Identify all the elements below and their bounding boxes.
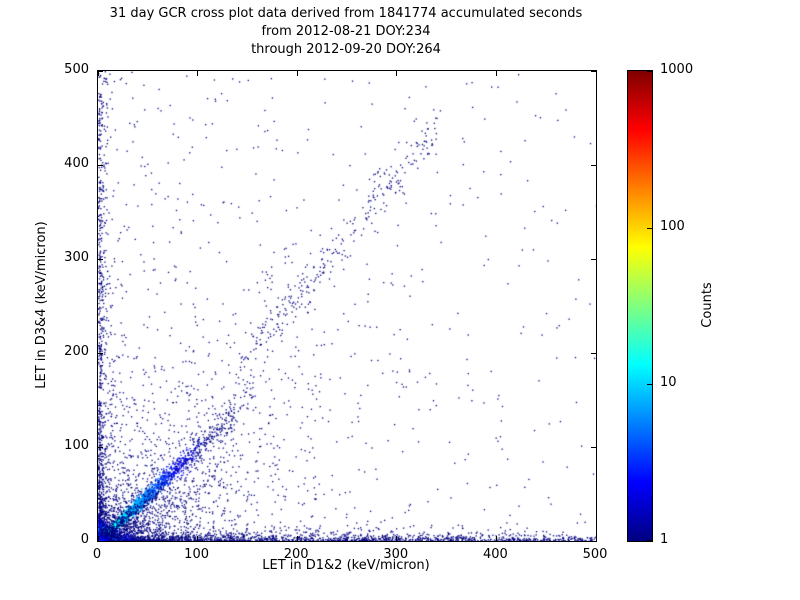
colorbar-tick-mark <box>647 540 652 541</box>
colorbar-tick-label: 1000 <box>660 62 694 77</box>
colorbar-tick-label: 100 <box>660 218 685 234</box>
y-tick-label: 300 <box>64 250 89 265</box>
x-tick-label: 200 <box>283 547 309 562</box>
x-axis-label: LET in D1&2 (keV/micron) <box>262 558 430 573</box>
x-tick-label: 300 <box>383 547 409 562</box>
y-tick-label: 400 <box>64 156 89 171</box>
x-tick-label: 400 <box>482 547 508 562</box>
y-tick-label: 500 <box>64 62 89 77</box>
x-tick-label: 0 <box>92 547 102 562</box>
y-tick-mark-right <box>591 164 596 166</box>
x-tick-mark <box>296 536 298 541</box>
y-tick-mark <box>98 352 103 354</box>
colorbar-label: Counts <box>700 282 715 328</box>
chart-subtitle-through: through 2012-09-20 DOY:264 <box>251 42 441 57</box>
y-tick-label: 200 <box>64 344 89 359</box>
y-tick-label: 100 <box>64 438 89 453</box>
x-tick-mark-top <box>595 71 597 76</box>
colorbar-gradient <box>628 71 652 541</box>
y-tick-mark <box>98 446 103 448</box>
colorbar-tick-mark <box>647 227 652 229</box>
chart-subtitle-from: from 2012-08-21 DOY:234 <box>261 24 431 39</box>
x-tick-label: 100 <box>184 547 209 562</box>
y-tick-mark-right <box>591 258 596 260</box>
colorbar-tick-label: 1 <box>660 532 669 547</box>
colorbar-tick-mark <box>647 384 652 386</box>
x-tick-mark-top <box>396 71 398 76</box>
chart-title: 31 day GCR cross plot data derived from … <box>109 6 583 21</box>
x-tick-mark <box>495 536 497 541</box>
colorbar-tick-mark <box>647 71 652 72</box>
y-tick-label: 0 <box>80 532 89 547</box>
x-tick-mark-top <box>197 71 199 76</box>
y-tick-mark-right <box>591 540 596 542</box>
y-tick-mark-right <box>591 446 596 448</box>
x-tick-mark-top <box>296 71 298 76</box>
y-axis-label: LET in D3&4 (keV/micron) <box>34 221 49 389</box>
x-tick-mark <box>197 536 199 541</box>
y-tick-mark <box>98 164 103 166</box>
y-tick-mark <box>98 258 103 260</box>
y-tick-mark <box>98 540 103 542</box>
x-tick-mark <box>595 536 597 541</box>
colorbar-tick-label: 10 <box>660 375 677 391</box>
x-tick-mark-top <box>97 71 99 76</box>
plot-area <box>97 70 597 542</box>
colorbar <box>627 70 653 542</box>
y-tick-mark-right <box>591 352 596 354</box>
y-tick-mark-right <box>591 70 596 72</box>
x-tick-mark <box>396 536 398 541</box>
x-tick-mark-top <box>495 71 497 76</box>
scatter-points-canvas <box>98 71 596 541</box>
x-tick-mark <box>97 536 99 541</box>
x-tick-label: 500 <box>582 547 608 562</box>
y-tick-mark <box>98 70 103 72</box>
